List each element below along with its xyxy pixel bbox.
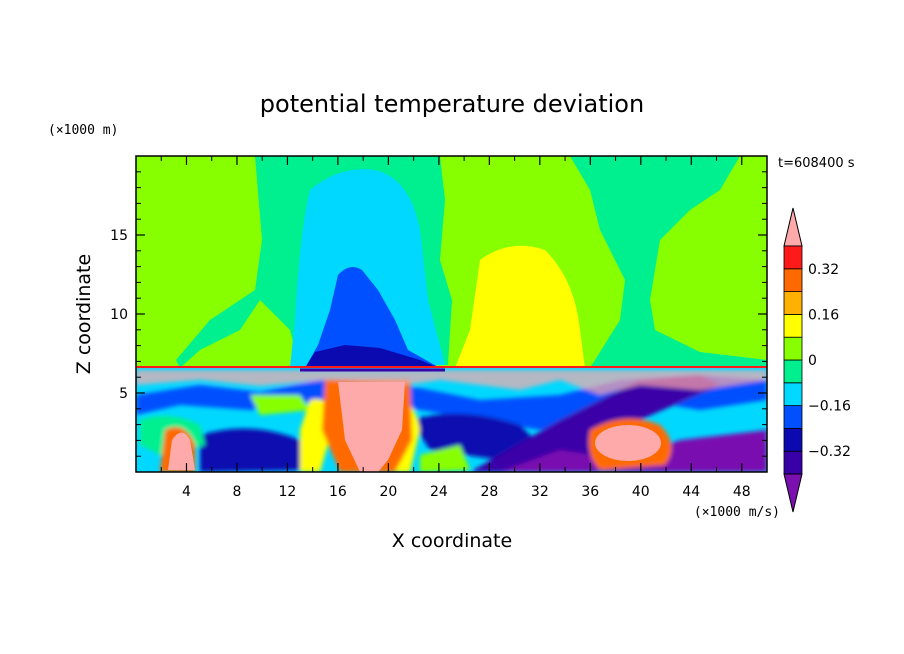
x-tick-label: 20 <box>379 484 397 500</box>
chart-title: potential temperature deviation <box>260 90 644 118</box>
colorbar-segment <box>783 382 803 406</box>
colorbar-segment <box>783 313 803 338</box>
y-axis-label: Z coordinate <box>73 254 95 374</box>
x-tick-label: 44 <box>682 484 700 500</box>
colorbar-segment <box>783 291 803 315</box>
time-label: t=608400 s <box>778 156 855 171</box>
colorbar-segment <box>783 427 803 452</box>
x-tick-label: 12 <box>279 484 297 500</box>
x-tick-label: 28 <box>480 484 498 500</box>
x-axis-label: X coordinate <box>392 530 512 552</box>
x-axis: 4 8 12 16 20 24 28 32 36 40 44 48 <box>160 156 751 500</box>
y-tick-label: 5 <box>119 386 128 402</box>
x-unit-label: (×1000 m/s) <box>694 505 780 520</box>
colorbar-segment <box>783 268 803 292</box>
y-tick-label: 10 <box>110 307 128 323</box>
colorbar-label: 0 <box>808 353 817 369</box>
colorbar-label: 0.16 <box>808 307 839 323</box>
plume-darkblue <box>305 345 440 368</box>
colorbar-label: −0.16 <box>808 399 851 415</box>
colorbar-segment <box>783 359 803 384</box>
upper-right-negative-region <box>570 156 767 368</box>
colorbar-segment <box>783 336 803 361</box>
y-unit-label: (×1000 m) <box>48 123 118 138</box>
x-tick-label: 32 <box>531 484 549 500</box>
colorbar-segment <box>783 450 803 475</box>
x-tick-label: 8 <box>232 484 241 500</box>
x-tick-label: 48 <box>733 484 751 500</box>
bl-band-darkblue-1 <box>200 428 320 472</box>
bl-purple-floor <box>500 430 767 472</box>
bl-purple-diag <box>470 375 720 472</box>
colorbar-segment <box>783 405 803 429</box>
x-tick-label: 24 <box>430 484 448 500</box>
colorbar-segment <box>783 245 803 270</box>
warm-bubble-right <box>595 425 661 461</box>
warm-bubble-center <box>338 382 405 472</box>
colorbar: 0.32 0.16 0 −0.16 −0.32 <box>783 207 851 513</box>
bl-green-patch-3 <box>420 445 470 472</box>
bl-band-darkblue-2 <box>410 413 540 460</box>
y-axis: 5 10 15 <box>110 171 767 457</box>
contour-field <box>136 156 767 472</box>
colorbar-label: −0.32 <box>808 444 851 460</box>
x-tick-label: 36 <box>581 484 599 500</box>
x-tick-label: 40 <box>632 484 650 500</box>
colorbar-label: 0.32 <box>808 262 839 278</box>
plume-blue <box>305 266 440 368</box>
plume-yellow <box>455 245 585 368</box>
colorbar-extend-max <box>783 207 803 247</box>
warm-bubble-left <box>168 432 195 470</box>
x-tick-label: 16 <box>329 484 347 500</box>
y-tick-label: 15 <box>110 228 128 244</box>
x-tick-label: 4 <box>182 484 191 500</box>
bl-turbulence-top <box>136 370 767 395</box>
bl-green-patch-2 <box>250 395 310 415</box>
colorbar-extend-min <box>783 473 803 513</box>
